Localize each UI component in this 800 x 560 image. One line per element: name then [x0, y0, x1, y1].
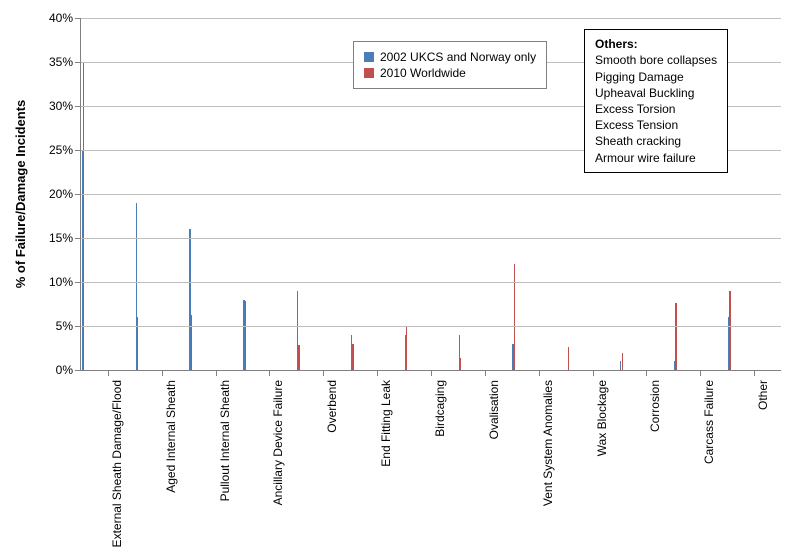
y-tick-label: 40%	[49, 11, 81, 25]
bar	[568, 347, 569, 370]
x-tick-mark	[646, 370, 647, 376]
others-item: Pigging Damage	[595, 69, 717, 85]
bar	[460, 358, 461, 370]
x-tick-mark	[485, 370, 486, 376]
x-tick-mark	[431, 370, 432, 376]
others-title: Others:	[595, 36, 717, 52]
legend: 2002 UKCS and Norway only 2010 Worldwide	[353, 41, 547, 89]
legend-item: 2010 Worldwide	[364, 66, 536, 80]
x-tick-label: Wax Blockage	[595, 380, 609, 456]
x-tick-mark	[108, 370, 109, 376]
others-item: Smooth bore collapses	[595, 52, 717, 68]
legend-swatch	[364, 52, 374, 62]
y-tick-label: 25%	[49, 143, 81, 157]
x-tick-mark	[377, 370, 378, 376]
x-tick-label: Other	[756, 380, 770, 410]
x-tick-label: End Fitting Leak	[379, 380, 393, 467]
legend-label: 2002 UKCS and Norway only	[380, 50, 536, 64]
gridline	[81, 238, 781, 239]
x-tick-mark	[216, 370, 217, 376]
x-tick-mark	[700, 370, 701, 376]
bar	[352, 344, 353, 370]
others-item: Upheaval Buckling	[595, 85, 717, 101]
others-item: Excess Torsion	[595, 101, 717, 117]
bar	[622, 353, 623, 370]
bar	[298, 345, 299, 370]
others-item: Armour wire failure	[595, 150, 717, 166]
y-tick-label: 35%	[49, 55, 81, 69]
x-tick-label: Aged Internal Sheath	[164, 380, 178, 493]
x-tick-label: Ovalisation	[487, 380, 501, 439]
x-tick-label: Corrosion	[648, 380, 662, 432]
x-tick-label: External Sheath Damage/Flood	[110, 380, 124, 547]
y-tick-label: 15%	[49, 231, 81, 245]
x-tick-label: Ancillary Device Failure	[271, 380, 285, 505]
failure-damage-chart: External Sheath Damage/Flood Aged Interna…	[0, 0, 800, 560]
legend-item: 2002 UKCS and Norway only	[364, 50, 536, 64]
bar	[245, 301, 246, 370]
others-list: Smooth bore collapsesPigging DamageUphea…	[595, 52, 717, 165]
gridline	[81, 326, 781, 327]
x-tick-mark	[539, 370, 540, 376]
x-tick-label: Carcass Failure	[702, 380, 716, 464]
others-box: Others: Smooth bore collapsesPigging Dam…	[584, 29, 728, 173]
bar	[729, 291, 730, 370]
x-tick-label: Birdcaging	[433, 380, 447, 437]
bar	[191, 315, 192, 370]
x-tick-mark	[162, 370, 163, 376]
bar	[675, 303, 676, 370]
y-axis-label: % of Failure/Damage Incidents	[13, 100, 28, 289]
gridline	[81, 18, 781, 19]
others-item: Sheath cracking	[595, 133, 717, 149]
x-tick-mark	[323, 370, 324, 376]
others-item: Excess Tension	[595, 117, 717, 133]
x-tick-mark	[593, 370, 594, 376]
y-tick-label: 30%	[49, 99, 81, 113]
x-tick-mark	[269, 370, 270, 376]
bar	[83, 62, 84, 370]
legend-label: 2010 Worldwide	[380, 66, 466, 80]
bar	[514, 264, 515, 370]
y-tick-label: 0%	[56, 363, 81, 377]
x-tick-mark	[754, 370, 755, 376]
gridline	[81, 194, 781, 195]
x-tick-label: Overbend	[325, 380, 339, 433]
bar	[406, 326, 407, 370]
gridline	[81, 282, 781, 283]
legend-swatch	[364, 68, 374, 78]
y-tick-label: 20%	[49, 187, 81, 201]
x-tick-label: Vent System Anomalies	[541, 380, 555, 506]
y-tick-label: 10%	[49, 275, 81, 289]
y-tick-label: 5%	[56, 319, 81, 333]
x-tick-label: Pullout Internal Sheath	[218, 380, 232, 501]
